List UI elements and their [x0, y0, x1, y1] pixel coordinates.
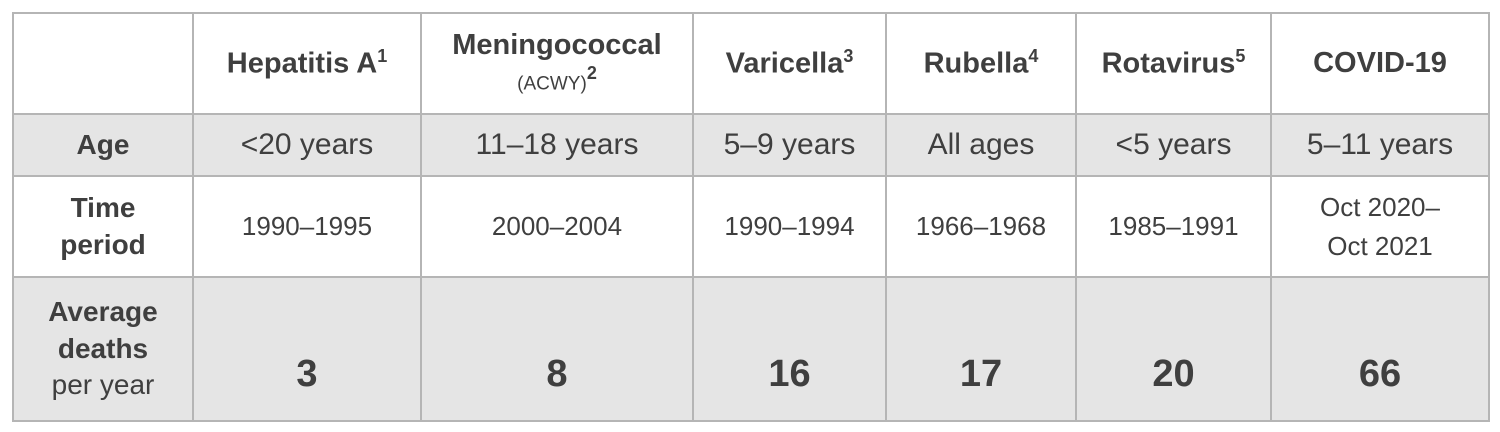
col-rotavirus: Rotavirus5	[1075, 12, 1272, 115]
cell: 8	[420, 275, 694, 423]
cell: 1990–1995	[192, 175, 422, 278]
col-rubella: Rubella4	[885, 12, 1077, 115]
row-label-age: Age	[12, 112, 194, 178]
cell: <20 years	[192, 112, 422, 178]
cell: 66	[1270, 275, 1490, 423]
cell: Oct 2020– Oct 2021	[1270, 175, 1490, 278]
vaccine-deaths-table: Hepatitis A1 Meningococcal (ACWY)2 Varice…	[12, 12, 1490, 423]
average-deaths-row: Average deaths per year 3 8 16 17 20 66	[12, 275, 1490, 423]
cell: 5–9 years	[692, 112, 887, 178]
cell: 11–18 years	[420, 112, 694, 178]
col-hepatitis-a: Hepatitis A1	[192, 12, 422, 115]
cell: 5–11 years	[1270, 112, 1490, 178]
cell: 17	[885, 275, 1077, 423]
col-covid-19: COVID-19	[1270, 12, 1490, 115]
col-varicella: Varicella3	[692, 12, 887, 115]
time-period-row: Time period 1990–1995 2000–2004 1990–1994…	[12, 175, 1490, 278]
cell: 3	[192, 275, 422, 423]
row-label-time-period: Time period	[12, 175, 194, 278]
col-meningococcal: Meningococcal (ACWY)2	[420, 12, 694, 115]
cell: 1990–1994	[692, 175, 887, 278]
cell: 16	[692, 275, 887, 423]
corner-cell	[12, 12, 194, 115]
row-label-average-deaths: Average deaths per year	[12, 275, 194, 423]
age-row: Age <20 years 11–18 years 5–9 years All …	[12, 112, 1490, 178]
cell: 20	[1075, 275, 1272, 423]
cell: <5 years	[1075, 112, 1272, 178]
cell: 2000–2004	[420, 175, 694, 278]
cell: All ages	[885, 112, 1077, 178]
cell: 1966–1968	[885, 175, 1077, 278]
header-row: Hepatitis A1 Meningococcal (ACWY)2 Varice…	[12, 12, 1490, 115]
cell: 1985–1991	[1075, 175, 1272, 278]
